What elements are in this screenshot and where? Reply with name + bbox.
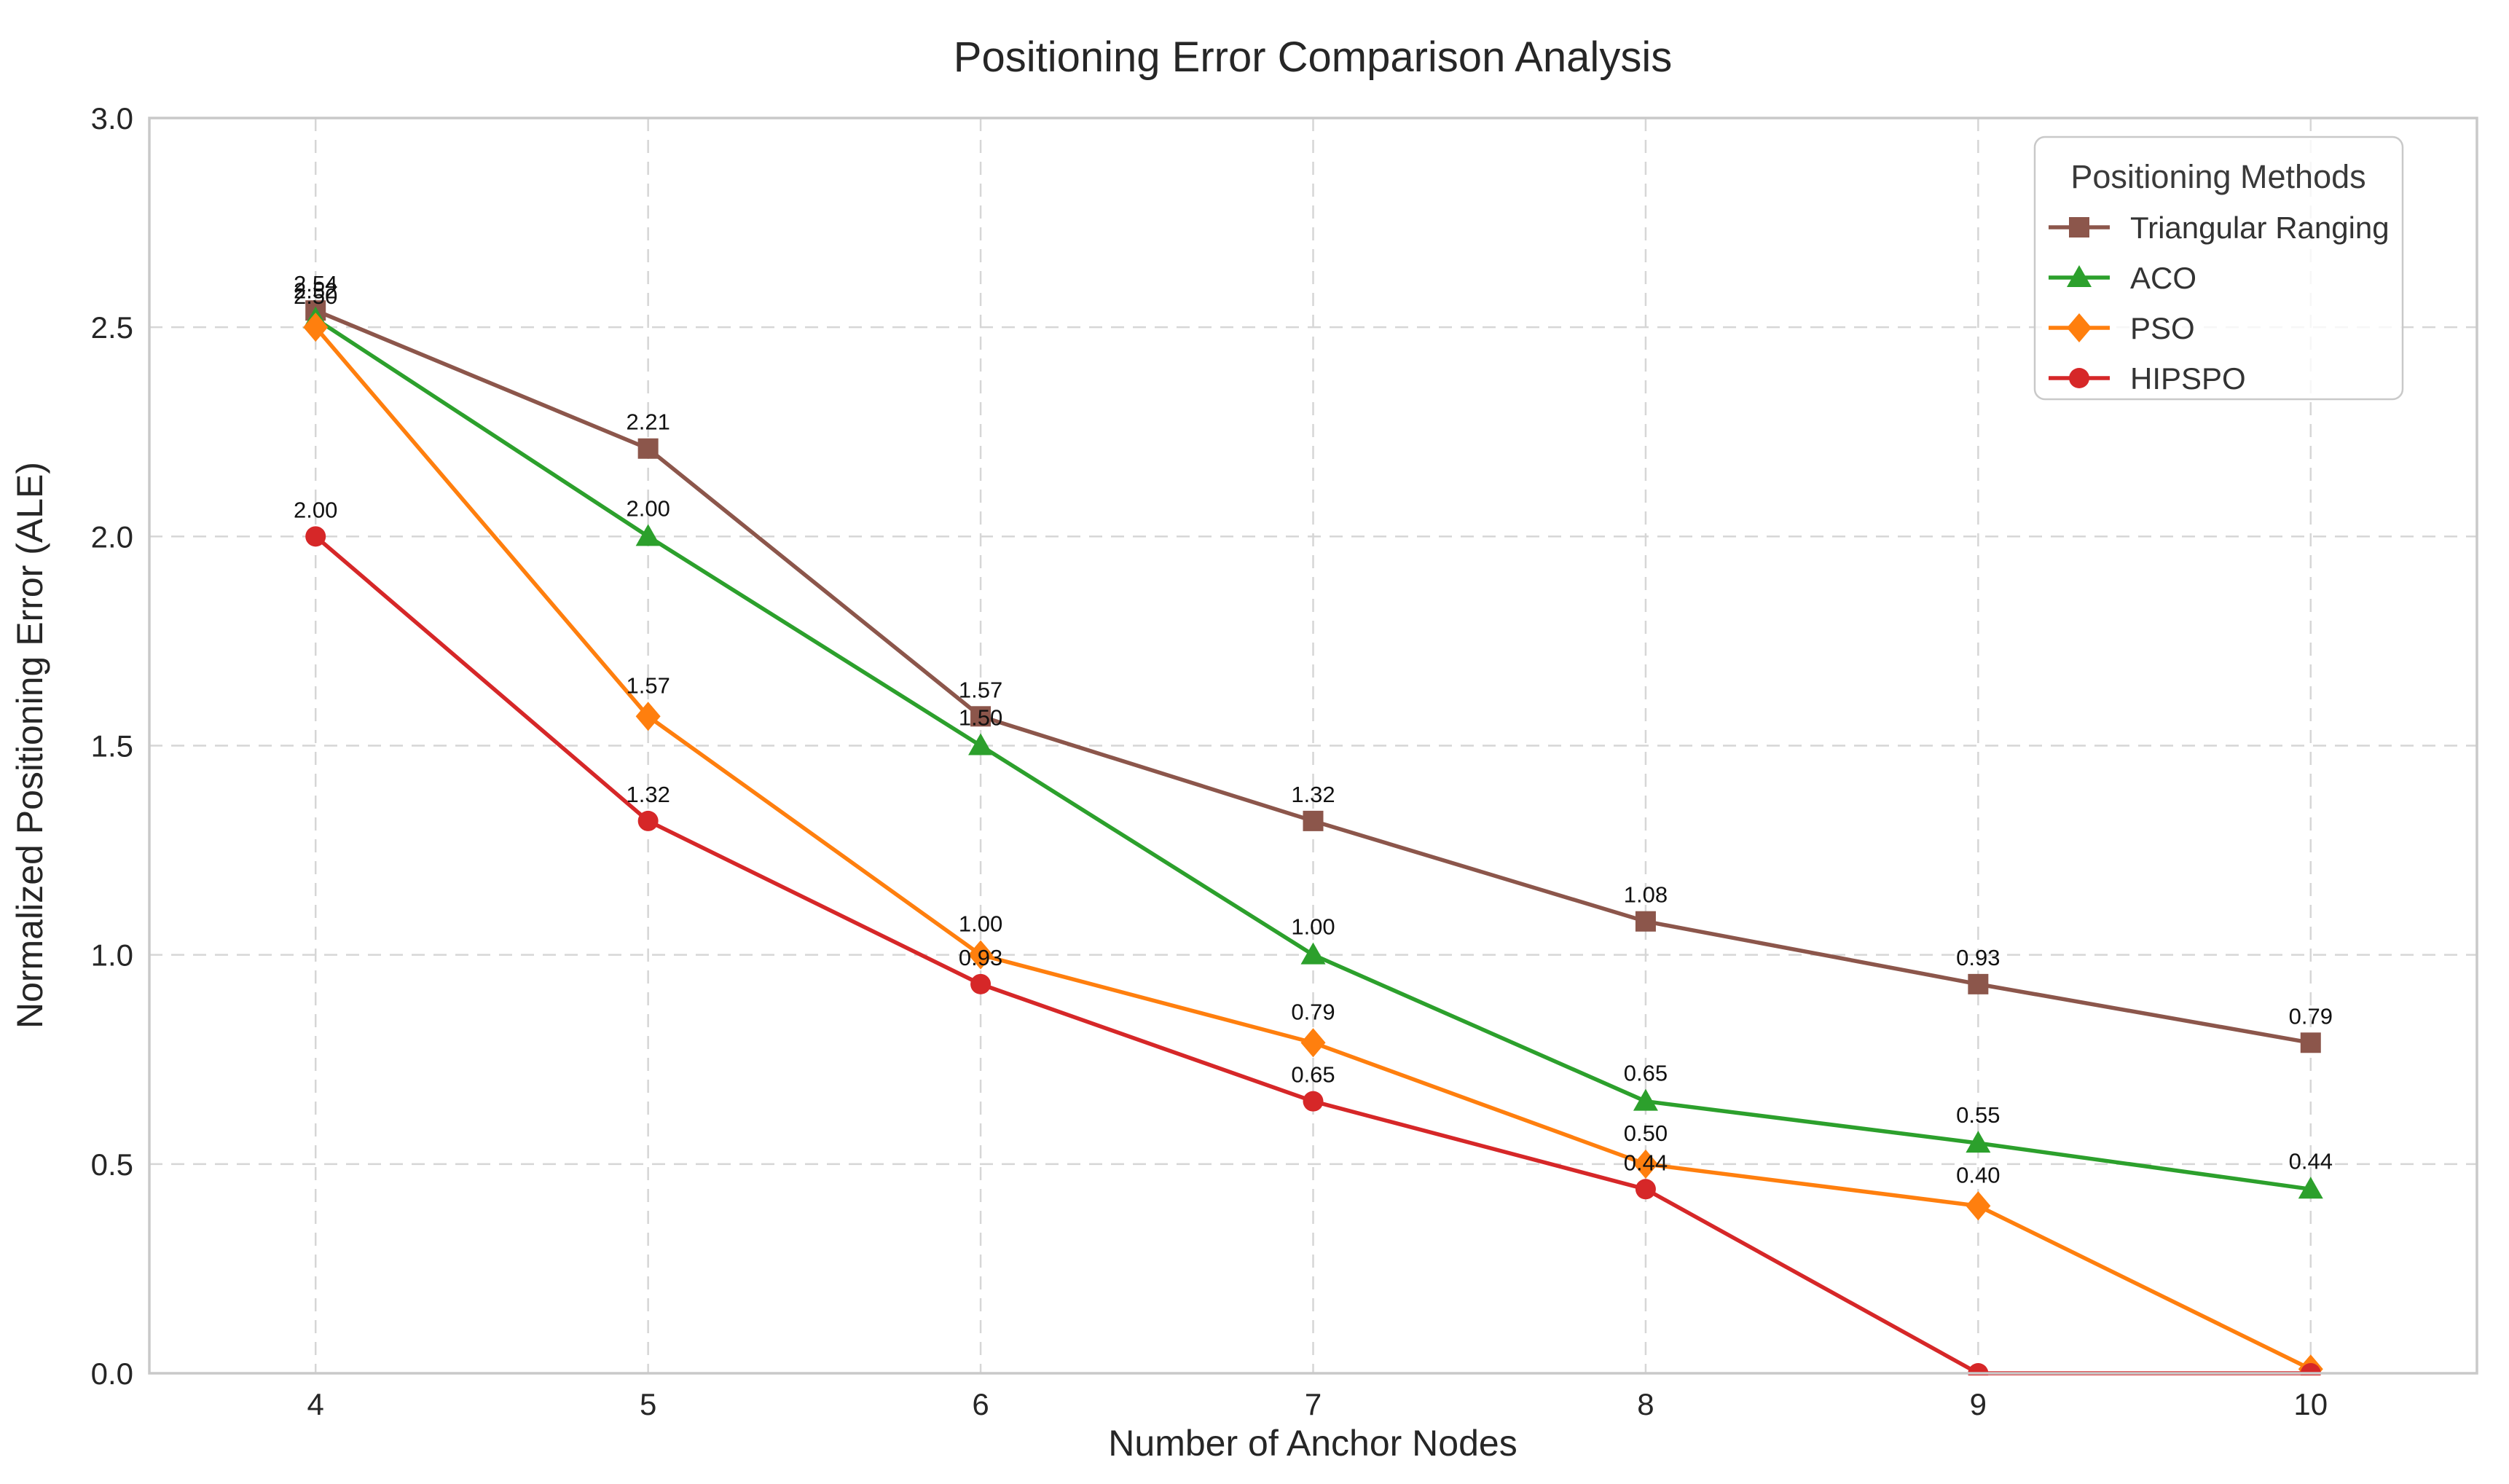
point-label: 0.93 <box>1956 945 2000 970</box>
legend: Positioning Methods Triangular Ranging AC… <box>2033 136 2404 401</box>
point-label: 0.40 <box>1956 1162 2000 1187</box>
point-label: 0.44 <box>1624 1150 1668 1175</box>
data-point-marker <box>635 702 661 731</box>
y-tick-label-1.5: 1.5 <box>91 729 133 763</box>
data-point-marker <box>1966 1191 1991 1221</box>
point-label: 2.00 <box>626 495 670 521</box>
x-tick-label-9: 9 <box>1970 1387 1987 1421</box>
point-label: 0.79 <box>1291 999 1335 1024</box>
data-point-marker <box>1303 810 1324 831</box>
legend-label: HIPSPO <box>2130 361 2246 396</box>
y-tick-label-1.0: 1.0 <box>91 938 133 973</box>
y-tick-label-2.0: 2.0 <box>91 519 133 554</box>
legend-items: Triangular Ranging ACO PSO HIPSPO <box>2049 211 2390 396</box>
data-point-marker <box>1300 942 1326 965</box>
data-point-marker <box>635 524 661 546</box>
data-point-marker <box>1303 1091 1324 1112</box>
y-tick-label-0.0: 0.0 <box>91 1357 133 1391</box>
point-label: 1.00 <box>1291 914 1335 940</box>
legend-label: PSO <box>2130 311 2195 345</box>
y-tick-label-3.0: 3.0 <box>91 101 133 136</box>
legend-marker-diamond <box>2067 313 2092 342</box>
y-axis-label: Normalized Positioning Error (ALE) <box>9 462 50 1029</box>
point-label: 1.57 <box>626 672 670 698</box>
legend-label: Triangular Ranging <box>2130 211 2390 245</box>
data-point-marker <box>970 706 992 727</box>
point-label: 1.50 <box>959 705 1002 731</box>
point-label: 0.55 <box>1956 1102 2000 1128</box>
data-point-marker <box>970 973 992 994</box>
legend-marker-square <box>2069 217 2089 237</box>
point-label: 0.65 <box>1624 1061 1668 1086</box>
data-point-marker <box>968 733 994 755</box>
legend-title: Positioning Methods <box>2070 158 2365 195</box>
x-tick-labels: 4 5 6 7 8 9 10 <box>307 1387 2328 1421</box>
legend-item-aco: ACO <box>2049 261 2196 295</box>
legend-marker-triangle <box>2067 265 2092 287</box>
y-tick-label-0.5: 0.5 <box>91 1147 133 1182</box>
point-label: 0.44 <box>2289 1148 2333 1174</box>
data-point-marker <box>637 810 659 831</box>
point-label: 2.50 <box>294 283 337 309</box>
data-point-marker <box>303 313 329 342</box>
x-tick-label-5: 5 <box>640 1387 656 1421</box>
point-label: 1.57 <box>959 677 1002 702</box>
point-label: 2.52 <box>294 278 337 304</box>
plot-frame <box>148 117 2478 1375</box>
x-tick-label-7: 7 <box>1305 1387 1322 1421</box>
legend-box <box>2033 136 2404 401</box>
data-point-marker <box>1966 1131 1991 1153</box>
series-aco <box>303 306 2323 1199</box>
data-point-marker <box>1635 911 1656 932</box>
legend-item-triangular-ranging: Triangular Ranging <box>2049 211 2390 245</box>
data-point-marker <box>2300 1032 2321 1053</box>
x-tick-label-4: 4 <box>307 1387 324 1421</box>
point-label: 2.00 <box>294 497 337 522</box>
point-label: 1.32 <box>626 782 670 807</box>
x-tick-label-8: 8 <box>1637 1387 1654 1421</box>
data-point-marker <box>1968 973 1989 994</box>
y-tick-labels: 0.0 0.5 1.0 1.5 2.0 2.5 3.0 <box>91 101 133 1391</box>
data-point-marker <box>1633 1088 1658 1111</box>
point-label: 0.79 <box>2289 1003 2333 1029</box>
point-label: 0.93 <box>959 945 1002 970</box>
point-label: 2.21 <box>626 409 670 435</box>
legend-marker-circle <box>2069 368 2089 388</box>
chart-title: Positioning Error Comparison Analysis <box>954 34 1672 81</box>
point-label: 1.08 <box>1624 882 1668 908</box>
point-label: 0.65 <box>1291 1062 1335 1088</box>
series-triangular-ranging <box>305 300 2321 1053</box>
x-axis-label: Number of Anchor Nodes <box>1108 1423 1517 1464</box>
data-point-marker <box>1635 1179 1656 1200</box>
point-label: 2.54 <box>294 271 337 297</box>
data-point-marker <box>968 940 994 970</box>
x-tick-label-10: 10 <box>2293 1387 2328 1421</box>
x-tick-label-6: 6 <box>972 1387 989 1421</box>
point-labels-layer: 2.54 2.21 1.57 1.32 1.08 0.93 0.79 2.52 2.00 1.50… <box>294 271 2333 1187</box>
legend-label: ACO <box>2130 261 2196 295</box>
legend-item-pso: PSO <box>2049 311 2195 345</box>
point-label: 1.32 <box>1291 782 1335 807</box>
data-point-marker <box>305 526 326 547</box>
data-point-marker <box>637 438 659 459</box>
point-label: 1.00 <box>959 911 1002 937</box>
point-label: 0.50 <box>1624 1120 1668 1146</box>
data-point-marker <box>2298 1177 2323 1199</box>
series-pso <box>303 313 2323 1375</box>
y-tick-label-2.5: 2.5 <box>91 310 133 345</box>
data-point-marker <box>1633 1149 1658 1179</box>
data-point-marker <box>1300 1028 1326 1058</box>
legend-item-hipspo: HIPSPO <box>2049 361 2246 396</box>
